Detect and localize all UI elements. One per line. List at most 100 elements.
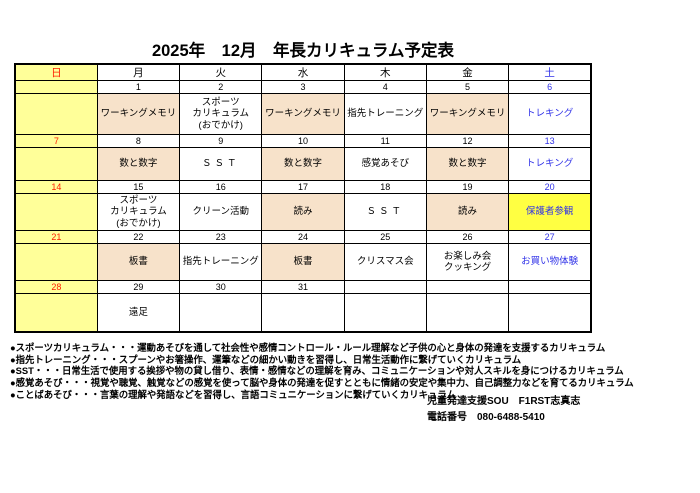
date-cell: 23 xyxy=(179,230,263,244)
activity-cell xyxy=(179,293,263,332)
date-cell: 30 xyxy=(179,280,263,294)
date-cell: 8 xyxy=(96,134,181,148)
activity-row: 板書 指先トレーニング 板書 クリスマス会 お楽しみ会 クッキング お買い物体験 xyxy=(14,243,592,281)
activity-cell: 保護者参観 xyxy=(508,193,592,231)
date-cell: 18 xyxy=(343,180,427,194)
date-cell: 21 xyxy=(14,230,98,244)
date-cell: 14 xyxy=(14,180,98,194)
date-cell: 9 xyxy=(179,134,263,148)
activity-cell: 板書 xyxy=(96,243,181,281)
activity-cell: 指先トレーニング xyxy=(179,243,263,281)
weekday-header: 水 xyxy=(261,63,345,81)
date-cell xyxy=(14,80,98,94)
date-cell: 2 xyxy=(179,80,263,94)
date-cell: 5 xyxy=(425,80,510,94)
activity-cell xyxy=(14,193,98,231)
date-cell: 25 xyxy=(343,230,427,244)
date-cell: 27 xyxy=(508,230,592,244)
weekday-header: 火 xyxy=(179,63,263,81)
activity-cell: クリスマス会 xyxy=(343,243,427,281)
activity-cell xyxy=(343,293,427,332)
activity-cell: 読み xyxy=(425,193,510,231)
activity-cell xyxy=(14,147,98,181)
date-cell: 10 xyxy=(261,134,345,148)
date-cell: 22 xyxy=(96,230,181,244)
date-row: 7 8 9 10 11 12 13 xyxy=(14,134,592,148)
activity-cell: ワーキングメモリ xyxy=(261,93,345,135)
date-row: 21 22 23 24 25 26 27 xyxy=(14,230,592,244)
note-line: ●SST・・・日常生活で使用する挨拶や物の貸し借り、表情・感情などの理解を育み、… xyxy=(10,365,624,377)
note-line: ●スポーツカリキュラム・・・運動あそびを通して社会性や感情コントロール・ルール理… xyxy=(10,342,606,353)
activity-row: スポーツ カリキュラム (おでかけ) クリーン活動 読み ＳＳＴ 読み 保護者参観 xyxy=(14,193,592,231)
weekday-header-row: 日月火水木金土 xyxy=(14,63,592,81)
activity-cell: 指先トレーニング xyxy=(343,93,427,135)
activity-row: 数と数字 ＳＳＴ 数と数字 感覚あそび 数と数字 トレキング xyxy=(14,147,592,181)
date-cell: 17 xyxy=(261,180,345,194)
activity-cell: トレキング xyxy=(508,93,592,135)
activity-cell xyxy=(261,293,345,332)
weekday-header: 金 xyxy=(425,63,510,81)
date-cell: 6 xyxy=(508,80,592,94)
date-cell: 31 xyxy=(261,280,345,294)
date-row: 14 15 16 17 18 19 20 xyxy=(14,180,592,194)
note-line: ●ことばあそび・・・言葉の理解や発語などを習得し、言語コミュニケーションに繋げて… xyxy=(10,388,456,400)
activity-cell: トレキング xyxy=(508,147,592,181)
activity-cell: 感覚あそび xyxy=(343,147,427,181)
activity-cell: 遠足 xyxy=(96,293,181,332)
date-cell: 12 xyxy=(425,134,510,148)
activity-cell: 読み xyxy=(261,193,345,231)
activity-cell: ワーキングメモリ xyxy=(96,93,181,135)
date-cell: 20 xyxy=(508,180,592,194)
activity-row: ワーキングメモリ スポーツ カリキュラム (おでかけ) ワーキングメモリ 指先トレーニ… xyxy=(14,93,592,135)
date-cell xyxy=(508,280,592,294)
phone-number: 電話番号 080-6488-5410 xyxy=(427,412,545,423)
footer: 児童発達支援SOU F1RST志真志 電話番号 080-6488-5410 xyxy=(427,395,580,427)
activity-cell: ＳＳＴ xyxy=(179,147,263,181)
note-line: ●指先トレーニング・・・スプーンやお箸操作、運筆などの細かい動きを習得し、日常生… xyxy=(10,353,522,365)
activity-cell xyxy=(14,243,98,281)
curriculum-notes: ●スポーツカリキュラム・・・運動あそびを通して社会性や感情コントロール・ルール理… xyxy=(10,342,634,401)
facility-name: 児童発達支援SOU F1RST志真志 xyxy=(427,396,581,407)
activity-cell: お買い物体験 xyxy=(508,243,592,281)
date-cell xyxy=(343,280,427,294)
date-cell: 19 xyxy=(425,180,510,194)
activity-cell xyxy=(14,93,98,135)
date-cell: 4 xyxy=(343,80,427,94)
activity-cell: お楽しみ会 クッキング xyxy=(425,243,510,281)
date-cell: 26 xyxy=(425,230,510,244)
date-cell: 29 xyxy=(96,280,181,294)
activity-cell: スポーツ カリキュラム (おでかけ) xyxy=(96,193,181,231)
activity-cell: 数と数字 xyxy=(261,147,345,181)
date-cell: 7 xyxy=(14,134,98,148)
activity-cell: ＳＳＴ xyxy=(343,193,427,231)
date-cell: 3 xyxy=(261,80,345,94)
date-cell: 24 xyxy=(261,230,345,244)
activity-cell: 数と数字 xyxy=(96,147,181,181)
date-cell xyxy=(425,280,510,294)
activity-cell: スポーツ カリキュラム (おでかけ) xyxy=(179,93,263,135)
date-row: 28 29 30 31 xyxy=(14,280,592,294)
activity-cell xyxy=(425,293,510,332)
date-cell: 16 xyxy=(179,180,263,194)
activity-cell xyxy=(508,293,592,332)
activity-cell: クリーン活動 xyxy=(179,193,263,231)
weekday-header: 日 xyxy=(14,63,98,81)
activity-cell: 板書 xyxy=(261,243,345,281)
activity-cell xyxy=(14,293,98,332)
date-cell: 11 xyxy=(343,134,427,148)
date-cell: 1 xyxy=(96,80,181,94)
weekday-header: 土 xyxy=(508,63,592,81)
weekday-header: 月 xyxy=(96,63,181,81)
date-cell: 13 xyxy=(508,134,592,148)
date-cell: 28 xyxy=(14,280,98,294)
note-line: ●感覚あそび・・・視覚や聴覚、触覚などの感覚を使って脳や身体の発達を促すとともに… xyxy=(10,377,634,389)
calendar-table: 日月火水木金土 1 2 3 4 5 6 ワーキングメモリ スポーツ カリキュラム (おでかけ) ワ… xyxy=(14,63,592,333)
activity-row: 遠足 xyxy=(14,293,592,332)
weekday-header: 木 xyxy=(343,63,427,81)
activity-cell: 数と数字 xyxy=(425,147,510,181)
page-title: 2025年 12月 年長カリキュラム予定表 xyxy=(151,42,455,60)
date-cell: 15 xyxy=(96,180,181,194)
activity-cell: ワーキングメモリ xyxy=(425,93,510,135)
